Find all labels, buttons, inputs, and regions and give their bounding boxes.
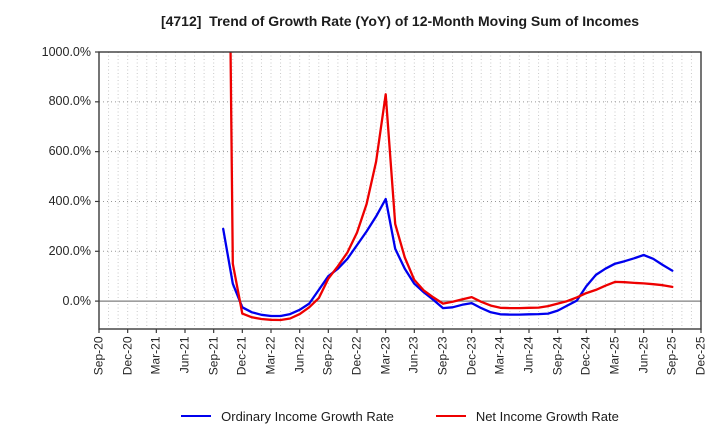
x-tick-label: Mar-25 bbox=[607, 336, 622, 375]
x-tick-label: Sep-21 bbox=[206, 336, 221, 375]
y-tick-label: 400.0% bbox=[48, 193, 91, 208]
x-tick-label: Mar-21 bbox=[148, 336, 163, 375]
x-tick-label: Jun-21 bbox=[177, 336, 192, 373]
net-income-line-swatch-icon bbox=[435, 415, 466, 417]
y-tick-label: 800.0% bbox=[48, 94, 91, 109]
x-tick-label: Dec-25 bbox=[693, 336, 708, 375]
x-tick-label: Mar-24 bbox=[492, 336, 507, 375]
x-tick-label: Dec-22 bbox=[349, 336, 364, 375]
x-tick-label: Jun-23 bbox=[406, 336, 421, 373]
legend-label-ordinary-income: Ordinary Income Growth Rate bbox=[221, 408, 394, 424]
chart-legend: Ordinary Income Growth Rate Net Income G… bbox=[99, 404, 701, 428]
x-tick-label: Sep-22 bbox=[320, 336, 335, 375]
y-tick-label: 600.0% bbox=[48, 144, 91, 159]
legend-item-ordinary-income: Ordinary Income Growth Rate bbox=[181, 409, 394, 424]
x-tick-label: Dec-21 bbox=[234, 336, 249, 375]
legend-item-net-income: Net Income Growth Rate bbox=[435, 408, 619, 424]
x-tick-label: Sep-24 bbox=[550, 336, 565, 375]
x-tick-label: Mar-23 bbox=[378, 336, 393, 375]
x-tick-label: Dec-20 bbox=[120, 336, 135, 375]
y-tick-label: 1000.0% bbox=[41, 44, 91, 59]
x-tick-label: Jun-24 bbox=[521, 336, 536, 373]
x-tick-label: Dec-24 bbox=[578, 336, 593, 375]
x-tick-label: Jun-25 bbox=[636, 336, 651, 373]
ordinary-income-line-swatch-icon bbox=[181, 415, 212, 417]
x-tick-label: Sep-23 bbox=[435, 336, 450, 375]
chart-title: [4712] Trend of Growth Rate (YoY) of 12-… bbox=[160, 13, 640, 29]
x-tick-label: Sep-25 bbox=[664, 336, 679, 375]
legend-label-net-income: Net Income Growth Rate bbox=[475, 408, 619, 424]
y-tick-label: 0.0% bbox=[62, 293, 92, 308]
x-tick-label: Mar-22 bbox=[263, 336, 278, 375]
x-tick-label: Jun-22 bbox=[292, 336, 307, 373]
x-tick-label: Dec-23 bbox=[464, 336, 479, 375]
y-tick-label: 200.0% bbox=[48, 243, 91, 258]
x-tick-label: Sep-20 bbox=[91, 336, 106, 375]
